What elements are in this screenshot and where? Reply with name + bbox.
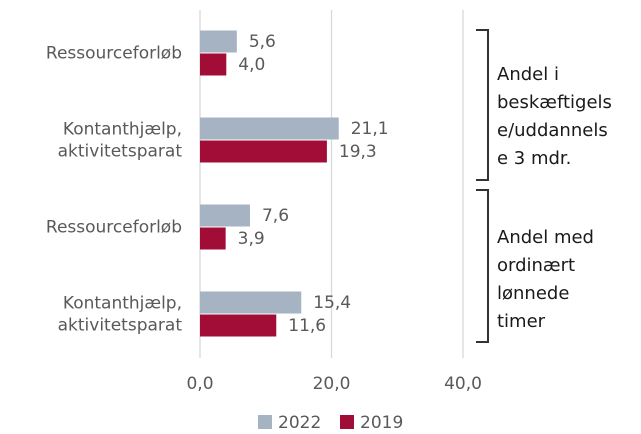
y-tick-label: Ressourceforløb xyxy=(46,218,182,238)
annotation: ordinært xyxy=(497,255,575,276)
y-tick-label: aktivitetsparat xyxy=(58,316,183,336)
bar xyxy=(200,314,277,337)
value-label: 11,6 xyxy=(288,316,326,336)
value-label: 5,6 xyxy=(249,32,276,52)
y-tick-label: Ressourceforløb xyxy=(46,44,182,64)
value-label: 15,4 xyxy=(313,293,351,313)
value-label: 3,9 xyxy=(238,229,265,249)
annotation: e 3 mdr. xyxy=(497,148,571,169)
legend-label: 2019 xyxy=(360,413,403,433)
annotation: beskæftigels xyxy=(497,92,612,113)
annotation: Andel i xyxy=(497,64,559,85)
bar xyxy=(200,227,226,250)
bar xyxy=(200,140,327,163)
bar xyxy=(200,30,237,53)
y-tick-label: aktivitetsparat xyxy=(58,142,183,162)
bar xyxy=(200,53,227,76)
value-label: 4,0 xyxy=(238,55,265,75)
bar xyxy=(200,117,339,140)
annotation: lønnede xyxy=(497,283,569,304)
annotation: timer xyxy=(497,311,546,332)
annotation: e/uddannels xyxy=(497,120,608,141)
value-label: 21,1 xyxy=(351,119,389,139)
bracket xyxy=(476,29,489,181)
annotation: Andel med xyxy=(497,227,594,248)
bracket xyxy=(476,189,489,343)
legend-label: 2022 xyxy=(278,413,321,433)
x-tick-label: 0,0 xyxy=(186,374,213,394)
x-tick-label: 40,0 xyxy=(444,374,482,394)
bar xyxy=(200,291,302,314)
value-label: 7,6 xyxy=(262,206,289,226)
legend-swatch xyxy=(340,415,354,429)
x-tick-label: 20,0 xyxy=(313,374,351,394)
value-label: 19,3 xyxy=(339,142,377,162)
legend-swatch xyxy=(258,415,272,429)
y-tick-label: Kontanthjælp, xyxy=(63,294,182,314)
bar xyxy=(200,204,250,227)
y-tick-label: Kontanthjælp, xyxy=(63,120,182,140)
